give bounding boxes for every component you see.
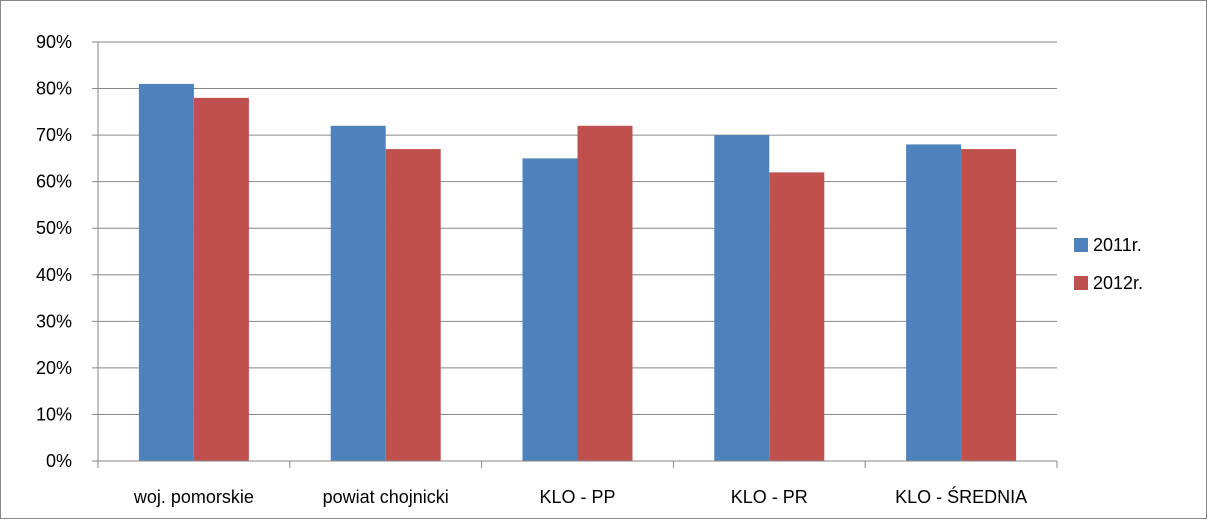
y-tick-label: 60% <box>36 172 72 192</box>
x-tick-label: KLO - ŚREDNIA <box>895 486 1027 507</box>
y-axis-tick-labels: 0% 10% 20% 30% 40% 50% 60% 70% 80% 90% <box>36 32 72 471</box>
x-tick-label: KLO - PR <box>731 487 808 507</box>
bar-2012-3 <box>769 172 825 461</box>
y-tick-label: 30% <box>36 311 72 331</box>
legend-swatch <box>1074 276 1088 290</box>
y-tick-label: 50% <box>36 218 72 238</box>
bar-2012-2 <box>577 125 633 462</box>
y-tick-label: 0% <box>46 451 72 471</box>
legend-label: 2011r. <box>1093 235 1142 255</box>
bar-2011-2 <box>522 158 578 461</box>
x-tick-label: KLO - PP <box>539 487 615 507</box>
bar-2011-1 <box>330 125 386 462</box>
y-tick-label: 80% <box>36 79 72 99</box>
legend-swatch <box>1074 238 1088 252</box>
y-tick-label: 20% <box>36 358 72 378</box>
bar-2012-4 <box>961 149 1017 462</box>
bar-2011-4 <box>906 144 962 461</box>
bars <box>138 83 1017 462</box>
y-tick-label: 90% <box>36 32 72 52</box>
bar-2011-3 <box>714 135 770 461</box>
bar-2011-0 <box>138 83 194 462</box>
bar-2012-0 <box>193 97 249 461</box>
axes <box>92 41 1058 468</box>
x-axis-tick-labels: woj. pomorskie powiat chojnicki KLO - PP KL… <box>133 486 1027 507</box>
x-tick-label: woj. pomorskie <box>133 487 254 507</box>
x-tick-label: powiat chojnicki <box>323 487 449 507</box>
y-tick-label: 70% <box>36 125 72 145</box>
bar-2012-1 <box>385 149 441 462</box>
y-tick-label: 10% <box>36 404 72 424</box>
y-tick-label: 40% <box>36 265 72 285</box>
legend: 2011r. 2012r. <box>1074 235 1143 293</box>
legend-label: 2012r. <box>1093 273 1143 293</box>
